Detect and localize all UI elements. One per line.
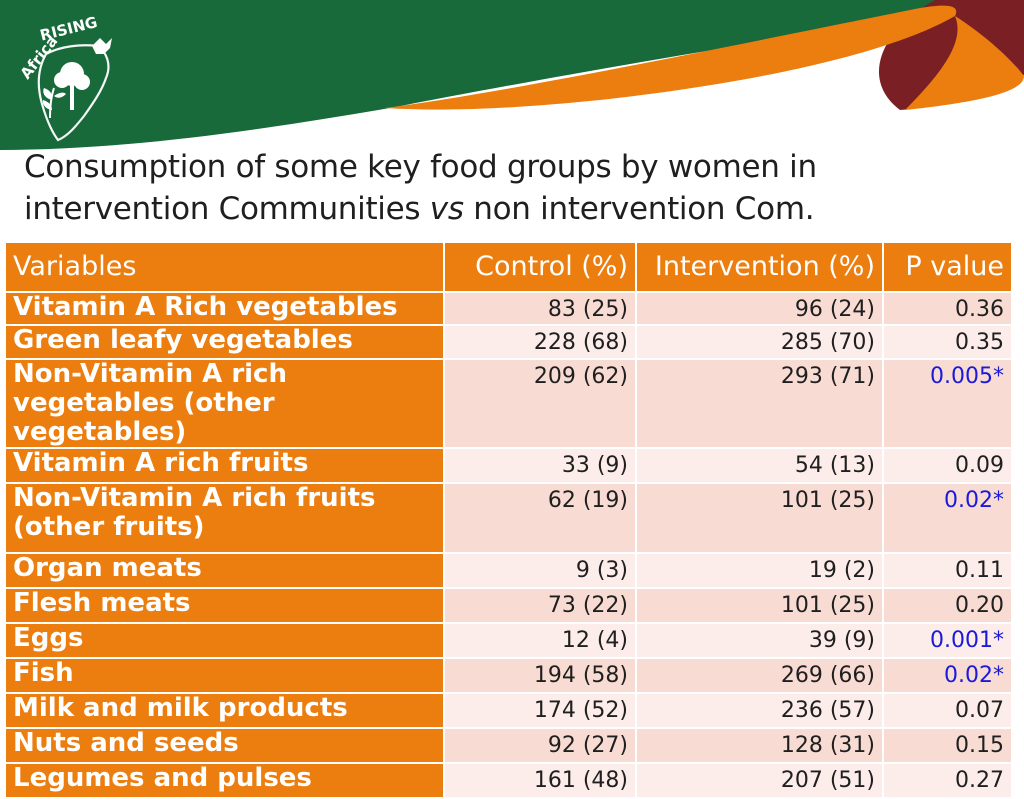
header-p-value: P value — [882, 241, 1013, 293]
control-cell: 73 (22) — [443, 587, 637, 624]
p-value-cell: 0.35 — [882, 324, 1013, 360]
header-control: Control (%) — [443, 241, 637, 293]
variable-cell: Flesh meats — [4, 587, 445, 624]
title-line-2-end: non intervention Com. — [463, 191, 815, 227]
intervention-cell: 236 (57) — [635, 692, 884, 729]
p-value-cell: 0.02* — [882, 657, 1013, 694]
variable-cell: Milk and milk products — [4, 692, 445, 729]
table-row: Fish 194 (58) 269 (66) 0.02* — [4, 657, 1013, 694]
control-cell: 33 (9) — [443, 447, 637, 484]
control-cell: 83 (25) — [443, 291, 637, 326]
intervention-cell: 269 (66) — [635, 657, 884, 694]
title-versus: vs — [429, 191, 464, 227]
variable-cell: Green leafy vegetables — [4, 324, 445, 360]
p-value-cell: 0.005* — [882, 358, 1013, 449]
variable-cell: Eggs — [4, 622, 445, 659]
control-cell: 228 (68) — [443, 324, 637, 360]
p-value-cell: 0.02* — [882, 482, 1013, 554]
p-value-cell: 0.15 — [882, 727, 1013, 764]
variable-cell: Organ meats — [4, 552, 445, 589]
table-row: Green leafy vegetables 228 (68) 285 (70)… — [4, 324, 1013, 360]
p-value-cell: 0.20 — [882, 587, 1013, 624]
control-cell: 92 (27) — [443, 727, 637, 764]
variable-cell: Fish — [4, 657, 445, 694]
table-row: Non-Vitamin A rich vegetables (other veg… — [4, 358, 1013, 449]
intervention-cell: 101 (25) — [635, 482, 884, 554]
intervention-cell: 128 (31) — [635, 727, 884, 764]
title-line-2-start: intervention Communities — [24, 191, 430, 227]
p-value-cell: 0.27 — [882, 762, 1013, 799]
banner-swoosh-graphic — [0, 0, 1024, 150]
variable-cell: Legumes and pulses — [4, 762, 445, 799]
p-value-cell: 0.11 — [882, 552, 1013, 589]
africa-rising-logo: Africa RISING — [6, 6, 118, 146]
variable-cell: Vitamin A Rich vegetables — [4, 291, 445, 326]
title-line-2: intervention Communities vs non interven… — [24, 188, 1014, 230]
control-cell: 209 (62) — [443, 358, 637, 449]
header-banner — [0, 0, 1024, 150]
variable-cell: Non-Vitamin A rich fruits (other fruits) — [4, 482, 445, 554]
p-value-cell: 0.09 — [882, 447, 1013, 484]
control-cell: 174 (52) — [443, 692, 637, 729]
variable-cell: Non-Vitamin A rich vegetables (other veg… — [4, 358, 445, 449]
control-cell: 12 (4) — [443, 622, 637, 659]
intervention-cell: 54 (13) — [635, 447, 884, 484]
table-row: Milk and milk products 174 (52) 236 (57)… — [4, 692, 1013, 729]
table-row: Flesh meats 73 (22) 101 (25) 0.20 — [4, 587, 1013, 624]
table-row: Eggs 12 (4) 39 (9) 0.001* — [4, 622, 1013, 659]
variable-cell: Nuts and seeds — [4, 727, 445, 764]
intervention-cell: 293 (71) — [635, 358, 884, 449]
table-row: Organ meats 9 (3) 19 (2) 0.11 — [4, 552, 1013, 589]
control-cell: 9 (3) — [443, 552, 637, 589]
intervention-cell: 207 (51) — [635, 762, 884, 799]
table-row: Legumes and pulses 161 (48) 207 (51) 0.2… — [4, 762, 1013, 799]
control-cell: 161 (48) — [443, 762, 637, 799]
food-groups-table: Variables Control (%) Intervention (%) P… — [4, 241, 1013, 799]
svg-text:RISING: RISING — [38, 13, 99, 45]
header-variables: Variables — [4, 241, 445, 293]
p-value-cell: 0.07 — [882, 692, 1013, 729]
intervention-cell: 19 (2) — [635, 552, 884, 589]
control-cell: 194 (58) — [443, 657, 637, 694]
control-cell: 62 (19) — [443, 482, 637, 554]
africa-rising-logo-icon: Africa RISING — [17, 13, 112, 142]
intervention-cell: 101 (25) — [635, 587, 884, 624]
table-header-row: Variables Control (%) Intervention (%) P… — [4, 241, 1013, 293]
table-row: Vitamin A Rich vegetables 83 (25) 96 (24… — [4, 291, 1013, 326]
intervention-cell: 96 (24) — [635, 291, 884, 326]
intervention-cell: 285 (70) — [635, 324, 884, 360]
variable-cell: Vitamin A rich fruits — [4, 447, 445, 484]
intervention-cell: 39 (9) — [635, 622, 884, 659]
table-row: Nuts and seeds 92 (27) 128 (31) 0.15 — [4, 727, 1013, 764]
table-row: Non-Vitamin A rich fruits (other fruits)… — [4, 482, 1013, 554]
p-value-cell: 0.36 — [882, 291, 1013, 326]
p-value-cell: 0.001* — [882, 622, 1013, 659]
table-row: Vitamin A rich fruits 33 (9) 54 (13) 0.0… — [4, 447, 1013, 484]
slide-title: Consumption of some key food groups by w… — [24, 146, 1014, 230]
title-line-1: Consumption of some key food groups by w… — [24, 149, 817, 185]
header-intervention: Intervention (%) — [635, 241, 884, 293]
